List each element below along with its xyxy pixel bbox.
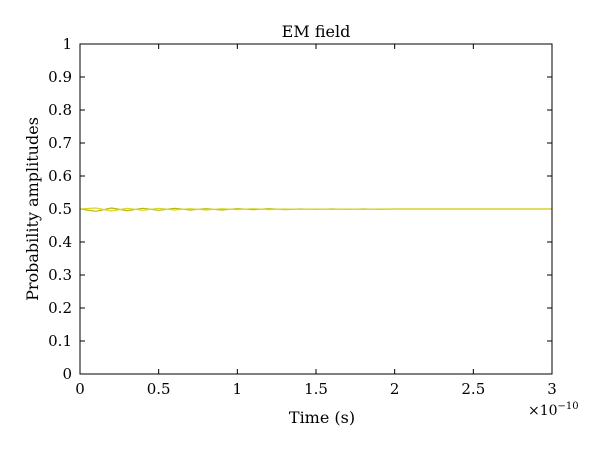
x-axis-label: Time (s) [289, 408, 355, 427]
y-tick-label: 0.9 [48, 68, 72, 86]
y-tick-label: 0 [62, 365, 72, 383]
x-axis-multiplier-base: ×10 [528, 403, 558, 419]
plot-frame [79, 43, 553, 375]
x-tick-label: 1.5 [304, 380, 328, 398]
x-tick-label: 2.5 [461, 380, 485, 398]
x-tick-label: 0 [75, 380, 85, 398]
y-axis-label: Probability amplitudes [23, 117, 42, 301]
x-axis-ticks: 0 0.5 1 1.5 2 2.5 3 [75, 44, 557, 398]
y-tick-label: 0.3 [48, 266, 72, 284]
x-axis-multiplier-exponent: −10 [558, 401, 579, 412]
y-tick-label: 0.6 [48, 167, 72, 185]
y-tick-label: 1 [62, 35, 72, 53]
x-tick-label: 2 [390, 380, 400, 398]
x-axis-multiplier: ×10−10 [528, 401, 579, 419]
chart-title: EM field [282, 22, 351, 41]
y-axis-ticks: 0 0.1 0.2 0.3 0.4 0.5 0.6 0.7 0.8 0.9 1 [48, 35, 552, 383]
y-tick-label: 0.1 [48, 332, 72, 350]
y-tick-label: 0.5 [48, 200, 72, 218]
x-tick-label: 1 [233, 380, 243, 398]
y-tick-label: 0.2 [48, 299, 72, 317]
x-tick-label: 0.5 [147, 380, 171, 398]
y-tick-label: 0.4 [48, 233, 72, 251]
x-tick-label: 3 [547, 380, 557, 398]
y-tick-label: 0.7 [48, 134, 72, 152]
series-layer [79, 207, 552, 212]
y-tick-label: 0.8 [48, 101, 72, 119]
series-line-2 [79, 207, 552, 212]
